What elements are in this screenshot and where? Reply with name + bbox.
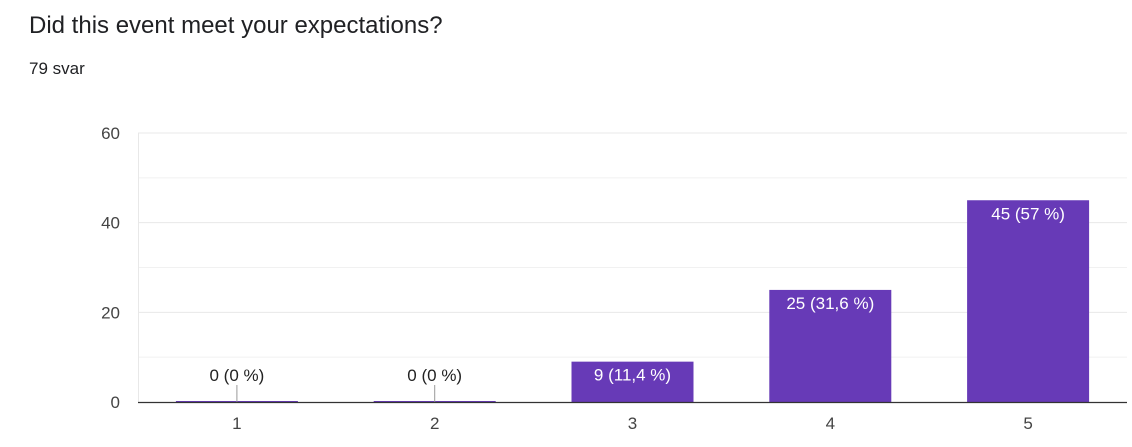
x-tick-label: 4 <box>826 414 835 433</box>
response-count: 79 svar <box>29 59 85 78</box>
bar <box>769 289 892 402</box>
bar-data-label: 0 (0 %) <box>407 366 462 385</box>
bar-data-label: 25 (31,6 %) <box>786 294 874 313</box>
bar-data-label: 0 (0 %) <box>210 366 265 385</box>
bar <box>571 361 694 402</box>
x-tick-label: 5 <box>1023 414 1032 433</box>
y-tick-label: 20 <box>101 303 120 322</box>
y-tick-label: 60 <box>101 124 120 143</box>
x-tick-label: 2 <box>430 414 439 433</box>
bar-data-label: 45 (57 %) <box>991 204 1065 223</box>
x-tick-label: 1 <box>232 414 241 433</box>
y-tick-label: 0 <box>111 393 120 412</box>
bar-data-label: 9 (11,4 %) <box>594 366 671 385</box>
question-title: Did this event meet your expectations? <box>29 12 443 39</box>
y-tick-label: 40 <box>101 214 120 233</box>
x-tick-label: 3 <box>628 414 637 433</box>
bar <box>967 200 1090 402</box>
